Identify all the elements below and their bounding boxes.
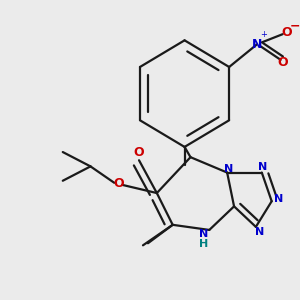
- Text: O: O: [277, 56, 288, 69]
- Text: N: N: [255, 227, 264, 237]
- Text: O: O: [134, 146, 144, 158]
- Text: −: −: [289, 20, 300, 32]
- Text: O: O: [113, 177, 124, 190]
- Text: O: O: [281, 26, 292, 39]
- Text: N: N: [274, 194, 283, 204]
- Text: N: N: [252, 38, 262, 51]
- Text: N: N: [258, 162, 267, 172]
- Text: N: N: [199, 229, 208, 239]
- Text: +: +: [260, 30, 267, 39]
- Text: N: N: [224, 164, 233, 175]
- Text: H: H: [199, 239, 208, 249]
